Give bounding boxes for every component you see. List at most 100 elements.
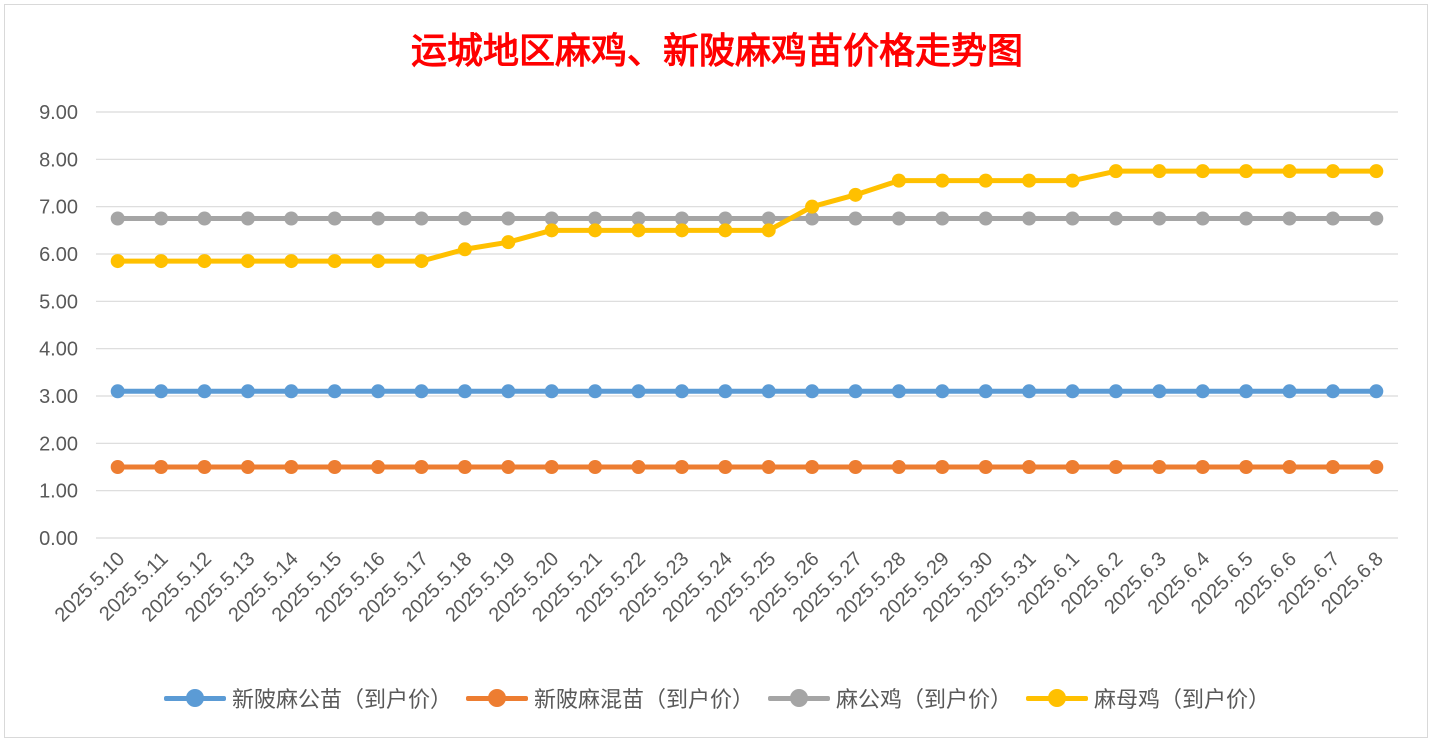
data-point bbox=[805, 211, 820, 226]
series-points bbox=[110, 164, 1384, 474]
y-axis-labels: 0.00 1.00 2.00 3.00 4.00 5.00 6.00 7.00 8.00 9.00 bbox=[39, 102, 78, 550]
data-point bbox=[588, 223, 603, 238]
data-point bbox=[327, 211, 342, 226]
data-point bbox=[197, 211, 212, 226]
data-point bbox=[674, 223, 689, 238]
data-point bbox=[1022, 460, 1037, 474]
data-point bbox=[631, 460, 646, 474]
data-point bbox=[414, 384, 429, 399]
data-point bbox=[631, 211, 646, 226]
data-point bbox=[327, 460, 342, 474]
gridlines bbox=[96, 111, 1398, 539]
data-point bbox=[197, 254, 212, 269]
series-lines bbox=[115, 168, 1379, 470]
data-point bbox=[588, 460, 603, 474]
data-point bbox=[1195, 384, 1210, 399]
data-point bbox=[371, 384, 386, 399]
data-point bbox=[1152, 384, 1167, 399]
data-point bbox=[1152, 460, 1167, 474]
data-point bbox=[544, 460, 559, 474]
data-point bbox=[848, 187, 863, 202]
data-point bbox=[1282, 460, 1297, 474]
legend-label: 麻母鸡（到户价） bbox=[1094, 688, 1271, 713]
chart-title: 运城地区麻鸡、新陂麻鸡苗价格走势图 bbox=[410, 30, 1023, 72]
legend-label: 新陂麻混苗（到户价） bbox=[533, 688, 754, 713]
legend: 新陂麻公苗（到户价） 新陂麻混苗（到户价） 麻公鸡（到户价） 麻母鸡（到户价） bbox=[0, 678, 1434, 718]
legend-marker bbox=[1026, 688, 1089, 708]
data-point bbox=[718, 211, 733, 226]
data-point bbox=[1369, 384, 1384, 399]
data-point bbox=[1195, 211, 1210, 226]
chart-frame bbox=[4, 4, 1428, 738]
data-point bbox=[110, 460, 125, 474]
data-point bbox=[674, 211, 689, 226]
data-point bbox=[848, 384, 863, 399]
data-point bbox=[284, 211, 299, 226]
data-point bbox=[1282, 384, 1297, 399]
data-point bbox=[1325, 211, 1340, 226]
data-point bbox=[240, 460, 255, 474]
data-point bbox=[544, 223, 559, 238]
data-point bbox=[1325, 384, 1340, 399]
data-point bbox=[631, 223, 646, 238]
data-point bbox=[588, 211, 603, 226]
data-point bbox=[414, 460, 429, 474]
data-point bbox=[1369, 211, 1384, 226]
data-point bbox=[154, 254, 169, 269]
data-point bbox=[891, 460, 906, 474]
data-point bbox=[1108, 460, 1123, 474]
data-point bbox=[1152, 211, 1167, 226]
data-point bbox=[1282, 211, 1297, 226]
data-point bbox=[1239, 384, 1254, 399]
data-point bbox=[197, 460, 212, 474]
data-point bbox=[805, 460, 820, 474]
data-point bbox=[1239, 211, 1254, 226]
data-point bbox=[414, 254, 429, 269]
data-point bbox=[1022, 211, 1037, 226]
data-point bbox=[1065, 460, 1080, 474]
y-tick-label: 5.00 bbox=[39, 291, 78, 313]
data-point bbox=[1065, 173, 1080, 188]
data-point bbox=[501, 384, 516, 399]
data-point bbox=[891, 173, 906, 188]
legend-label: 麻公鸡（到户价） bbox=[836, 688, 1013, 713]
data-point bbox=[718, 460, 733, 474]
data-point bbox=[240, 384, 255, 399]
data-point bbox=[1108, 164, 1123, 179]
data-point bbox=[978, 460, 993, 474]
legend-item-3: 麻公鸡（到户价） bbox=[768, 682, 1012, 714]
y-tick-label: 7.00 bbox=[39, 197, 78, 219]
data-point bbox=[284, 460, 299, 474]
data-point bbox=[1022, 173, 1037, 188]
data-point bbox=[891, 211, 906, 226]
x-axis-labels: 2025.5.102025.5.112025.5.122025.5.132025… bbox=[51, 548, 1388, 626]
data-point bbox=[240, 211, 255, 226]
y-tick-label: 6.00 bbox=[39, 244, 78, 266]
data-point bbox=[371, 254, 386, 269]
series-line-4 bbox=[115, 168, 1379, 264]
data-point bbox=[935, 173, 950, 188]
data-point bbox=[978, 211, 993, 226]
data-point bbox=[761, 211, 776, 226]
data-point bbox=[1282, 164, 1297, 179]
data-point bbox=[1325, 164, 1340, 179]
data-point bbox=[544, 211, 559, 226]
data-point bbox=[544, 384, 559, 399]
data-point bbox=[891, 384, 906, 399]
data-point bbox=[1325, 460, 1340, 474]
data-point bbox=[1152, 164, 1167, 179]
legend-item-2: 新陂麻混苗（到户价） bbox=[465, 682, 754, 714]
legend-marker bbox=[465, 688, 528, 708]
y-tick-label: 2.00 bbox=[39, 433, 78, 455]
data-point bbox=[935, 384, 950, 399]
data-point bbox=[1065, 384, 1080, 399]
y-tick-label: 8.00 bbox=[39, 149, 78, 171]
data-point bbox=[1065, 211, 1080, 226]
data-point bbox=[154, 384, 169, 399]
y-tick-label: 0.00 bbox=[39, 528, 78, 550]
y-tick-label: 1.00 bbox=[39, 481, 78, 503]
data-point bbox=[371, 460, 386, 474]
data-point bbox=[1195, 164, 1210, 179]
legend-marker bbox=[768, 688, 830, 708]
